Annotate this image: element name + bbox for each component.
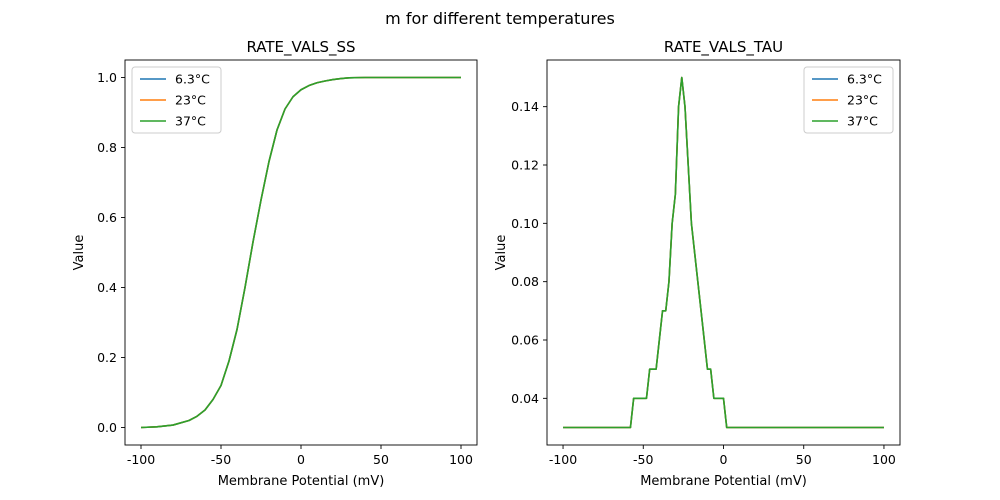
legend-entry-label: 37°C — [847, 114, 878, 129]
y-tick-label: 0.0 — [97, 420, 117, 435]
subplot-1: RATE_VALS_SS -100 -50 0 50 100 0.0 0.2 0.4 0.6 0.8… — [72, 38, 478, 489]
x-tick-label: 50 — [373, 452, 389, 467]
y-tick-label: 0.6 — [97, 210, 117, 225]
y-axis-label: Value — [72, 235, 87, 271]
legend-box — [803, 66, 894, 134]
x-tick-label: 0 — [720, 452, 728, 467]
subplot-title: RATE_VALS_SS — [246, 38, 355, 57]
y-tick-label: 0.10 — [511, 216, 539, 231]
x-tick-label: -100 — [127, 452, 155, 467]
legend-entry-label: 23°C — [847, 93, 878, 108]
x-tick-label: -50 — [633, 452, 653, 467]
legend-entry-label: 37°C — [175, 114, 206, 129]
subplot-title: RATE_VALS_TAU — [664, 38, 783, 57]
subplot-2: RATE_VALS_TAU -100 -50 0 50 100 0.04 0.06 0.08 0.… — [494, 38, 901, 489]
series-group — [563, 76, 884, 429]
y-tick-label: 0.2 — [97, 350, 117, 365]
y-tick-label: 0.12 — [511, 158, 539, 173]
legend-entry-label: 23°C — [175, 93, 206, 108]
x-tick-label: -100 — [549, 452, 577, 467]
y-tick-label: 0.14 — [511, 99, 539, 114]
legend-box — [131, 66, 222, 134]
legend: 6.3°C 23°C 37°C — [803, 66, 894, 134]
x-tick-label: -50 — [211, 452, 231, 467]
series-line-3 — [563, 76, 884, 429]
x-tick-label: 50 — [796, 452, 812, 467]
x-tick-label: 100 — [449, 452, 473, 467]
y-tick-label: 0.08 — [511, 274, 539, 289]
y-tick-label: 0.8 — [97, 140, 117, 155]
legend: 6.3°C 23°C 37°C — [131, 66, 222, 134]
y-tick-label: 0.4 — [97, 280, 117, 295]
x-tick-label: 0 — [297, 452, 305, 467]
y-tick-label: 0.06 — [511, 333, 539, 348]
x-tick-label: 100 — [872, 452, 896, 467]
legend-entry-label: 6.3°C — [175, 72, 210, 87]
y-axis-label: Value — [494, 235, 509, 271]
figure-suptitle: m for different temperatures — [385, 9, 615, 28]
x-axis-label: Membrane Potential (mV) — [640, 474, 807, 489]
y-tick-label: 0.04 — [511, 391, 539, 406]
x-axis-label: Membrane Potential (mV) — [218, 474, 385, 489]
series-line-3 — [140, 76, 461, 429]
y-tick-label: 1.0 — [97, 70, 117, 85]
series-group — [140, 76, 461, 429]
legend-entry-label: 6.3°C — [847, 72, 882, 87]
